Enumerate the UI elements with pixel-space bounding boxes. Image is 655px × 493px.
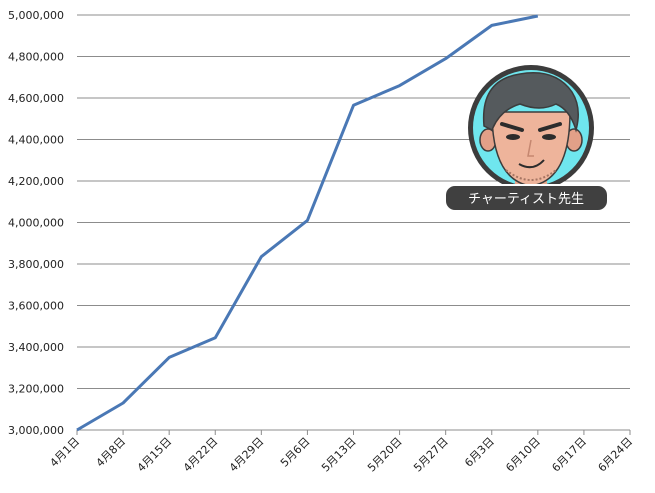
x-axis-ticks: 4月1日 4月8日 4月15日 4月22日 4月29日 5月6日 5月13日 5月20日 5月2… [47, 430, 635, 475]
y-tick-label: 3,600,000 [8, 300, 64, 313]
y-tick-label: 4,200,000 [8, 175, 64, 188]
x-tick-label: 5月13日 [319, 435, 359, 475]
x-tick-label: 4月8日 [94, 435, 129, 470]
y-tick-label: 3,000,000 [8, 424, 64, 437]
x-tick-label: 4月15日 [135, 435, 175, 475]
y-tick-label: 4,600,000 [8, 92, 64, 105]
x-tick-label: 4月1日 [47, 435, 82, 470]
y-axis-ticks: 3,000,000 3,200,000 3,400,000 3,600,000 3,80… [8, 9, 64, 437]
x-tick-label: 5月20日 [365, 435, 405, 475]
y-tick-label: 4,000,000 [8, 217, 64, 230]
x-tick-label: 5月6日 [278, 435, 313, 470]
teacher-name-label: チャーティスト先生 [468, 192, 584, 207]
y-tick-label: 3,400,000 [8, 341, 64, 354]
x-tick-label: 4月22日 [181, 435, 221, 475]
series-line [76, 14, 539, 432]
y-tick-label: 3,800,000 [8, 258, 64, 271]
x-tick-label: 6月3日 [462, 435, 497, 470]
y-tick-label: 5,000,000 [8, 9, 64, 22]
y-tick-label: 3,200,000 [8, 383, 64, 396]
gridlines [77, 14, 630, 431]
x-tick-label: 6月10日 [503, 435, 543, 475]
x-tick-label: 4月29日 [227, 435, 267, 475]
series-group [76, 14, 539, 432]
x-tick-label: 6月17日 [549, 435, 589, 475]
x-tick-label: 5月27日 [411, 435, 451, 475]
teacher-name-badge: チャーティスト先生 [444, 184, 609, 212]
teacher-avatar-icon [468, 65, 594, 191]
y-tick-label: 4,800,000 [8, 51, 64, 64]
x-tick-label: 6月24日 [596, 435, 636, 475]
y-tick-label: 4,400,000 [8, 134, 64, 147]
